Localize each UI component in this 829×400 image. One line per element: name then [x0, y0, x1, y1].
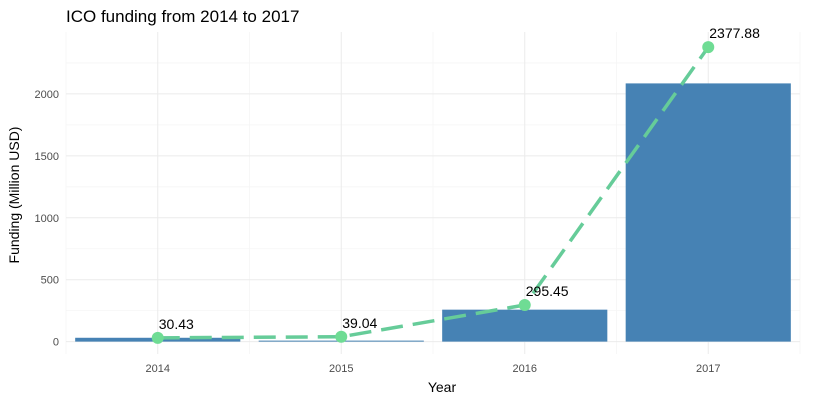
data-label: 2377.88 — [709, 25, 760, 41]
y-tick-label: 2000 — [35, 89, 59, 101]
x-tick-label: 2015 — [329, 363, 353, 375]
x-axis: 2014 2015 2016 2017 — [146, 363, 721, 375]
chart-title: ICO funding from 2014 to 2017 — [66, 7, 299, 26]
data-point — [702, 41, 714, 53]
x-axis-title: Year — [428, 379, 457, 395]
bar — [442, 310, 607, 342]
data-label: 30.43 — [159, 316, 194, 332]
data-point — [335, 331, 347, 343]
bar — [626, 83, 791, 341]
x-tick-label: 2016 — [513, 363, 537, 375]
x-tick-label: 2014 — [146, 363, 170, 375]
data-label: 295.45 — [526, 283, 569, 299]
y-tick-label: 0 — [53, 337, 59, 349]
y-tick-label: 1000 — [35, 213, 59, 225]
y-axis-title: Funding (Million USD) — [6, 127, 22, 264]
data-point — [152, 332, 164, 344]
data-point — [519, 299, 531, 311]
y-tick-label: 500 — [41, 275, 59, 287]
x-tick-label: 2017 — [696, 363, 720, 375]
y-tick-label: 1500 — [35, 151, 59, 163]
data-label: 39.04 — [342, 315, 377, 331]
y-axis: 0 500 1000 1500 2000 — [35, 89, 59, 349]
